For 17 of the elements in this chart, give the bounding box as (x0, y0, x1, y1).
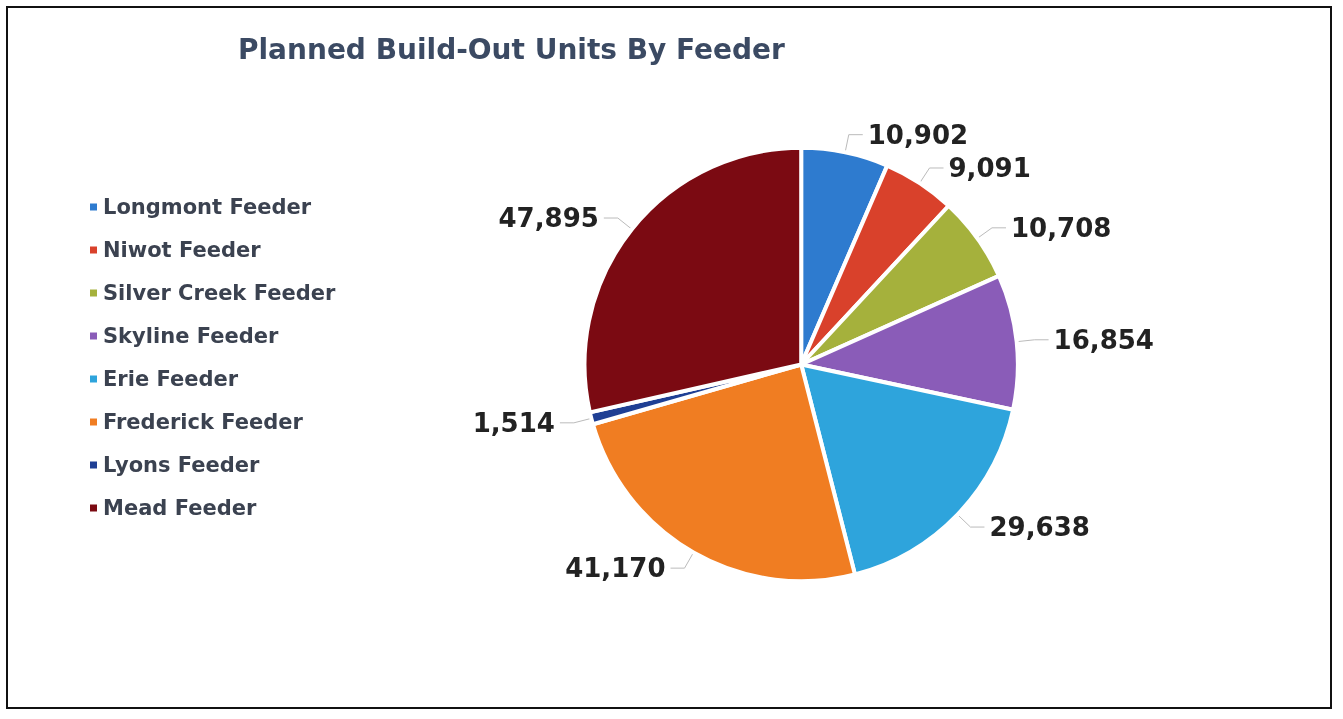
data-label: 41,170 (565, 553, 666, 584)
legend-label: Lyons Feeder (103, 453, 261, 477)
legend-label: Niwot Feeder (103, 238, 262, 262)
data-label: 10,708 (1011, 212, 1112, 243)
legend-label: Silver Creek Feeder (103, 281, 336, 305)
legend-label: Mead Feeder (103, 496, 257, 520)
chart-title: Planned Build-Out Units By Feeder (238, 32, 786, 66)
data-label: 10,902 (867, 119, 969, 150)
legend-label: Frederick Feeder (103, 410, 304, 434)
data-label: 9,091 (948, 152, 1031, 183)
legend-label: Erie Feeder (103, 367, 239, 391)
legend-label: Skyline Feeder (103, 324, 279, 348)
data-label: 1,514 (472, 407, 555, 438)
data-label: 29,638 (989, 512, 1090, 543)
data-label: 47,895 (498, 203, 599, 234)
legend-label: Longmont Feeder (103, 195, 312, 219)
data-label: 16,854 (1053, 324, 1154, 355)
